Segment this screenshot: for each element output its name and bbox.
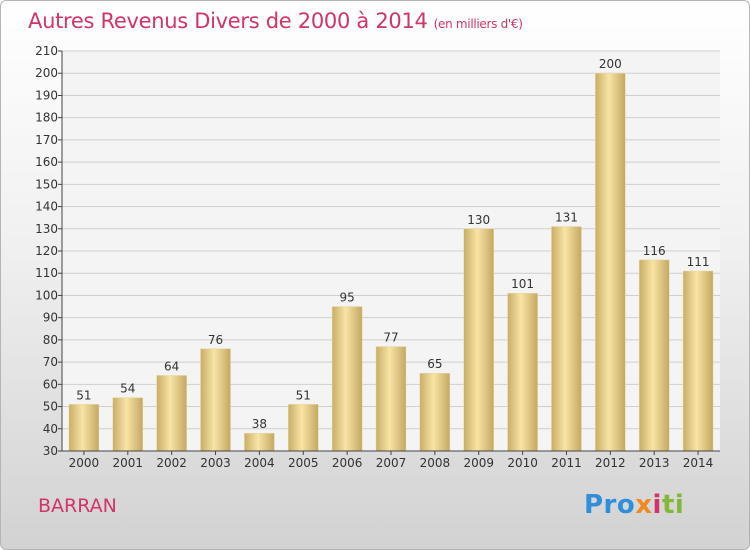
- y-tick-label: 160: [35, 155, 58, 169]
- x-tick-label: 2007: [376, 456, 407, 470]
- x-tick-label: 2009: [463, 456, 494, 470]
- data-label-2009: 130: [467, 213, 490, 227]
- data-label-2005: 51: [296, 388, 311, 402]
- y-tick-label: 100: [35, 288, 58, 302]
- y-tick-label: 30: [43, 444, 58, 458]
- proxiti-logo[interactable]: Proxiti: [584, 490, 685, 520]
- x-axis: 2000 2001 2002 2003 2004 2005 2006 2007 2008 2009…: [62, 450, 720, 470]
- x-tick-label: 2014: [683, 456, 714, 470]
- bars: 51 54 64 76 38 51 95 77 65 130 101 131 200 116 111: [68, 57, 714, 452]
- y-tick-label: 200: [35, 66, 58, 80]
- location-label: BARRAN: [38, 495, 117, 517]
- data-label-2000: 51: [76, 388, 91, 402]
- chart-title: Autres Revenus Divers de 2000 à 2014 (en …: [28, 9, 523, 33]
- bar-2008: [419, 372, 451, 452]
- bar-2009: [463, 228, 494, 452]
- y-axis: 30 40 50 60 70 80 90 100 110 120 130 140 150 160 170 18…: [35, 44, 63, 458]
- x-tick-label: 2011: [551, 456, 582, 470]
- y-tick-label: 120: [35, 244, 58, 258]
- data-label-2006: 95: [339, 291, 354, 305]
- data-label-2001: 54: [120, 382, 135, 396]
- x-tick-label: 2000: [69, 456, 100, 470]
- y-tick-label: 40: [43, 422, 58, 436]
- bar-2002: [156, 375, 187, 452]
- x-tick-label: 2001: [113, 456, 144, 470]
- bar-2012: [595, 72, 626, 452]
- data-label-2014: 111: [687, 255, 710, 269]
- bar-2003: [200, 348, 231, 452]
- data-label-2002: 64: [164, 359, 179, 373]
- x-tick-label: 2008: [420, 456, 451, 470]
- x-tick-label: 2005: [288, 456, 319, 470]
- y-tick-label: 150: [35, 177, 58, 191]
- y-tick-label: 60: [43, 377, 58, 391]
- data-label-2004: 38: [252, 417, 267, 431]
- data-label-2011: 131: [555, 211, 578, 225]
- x-tick-label: 2010: [507, 456, 538, 470]
- bar-2014: [682, 270, 714, 452]
- y-tick-label: 110: [35, 266, 58, 280]
- y-tick-label: 190: [35, 88, 58, 102]
- bar-2007: [375, 346, 407, 452]
- data-label-2013: 116: [643, 244, 666, 258]
- x-tick-label: 2012: [595, 456, 626, 470]
- x-tick-label: 2013: [639, 456, 670, 470]
- title-text: Autres Revenus Divers de 2000 à 2014: [28, 9, 428, 33]
- data-label-2008: 65: [427, 357, 442, 371]
- title-unit: (en milliers d'€): [433, 17, 523, 31]
- y-tick-label: 80: [43, 333, 58, 347]
- y-tick-label: 140: [35, 200, 58, 214]
- y-tick-label: 180: [35, 111, 58, 125]
- bar-2001: [112, 397, 144, 452]
- y-tick-label: 50: [43, 400, 58, 414]
- y-tick-label: 210: [35, 44, 58, 58]
- bar-2006: [331, 306, 363, 452]
- y-tick-label: 70: [43, 355, 58, 369]
- bar-2010: [507, 292, 538, 452]
- x-tick-label: 2002: [156, 456, 187, 470]
- y-tick-label: 130: [35, 222, 58, 236]
- x-tick-label: 2006: [332, 456, 363, 470]
- bar-2004: [244, 432, 275, 452]
- y-tick-label: 170: [35, 133, 58, 147]
- bar-2013: [638, 259, 670, 452]
- data-label-2012: 200: [599, 57, 622, 71]
- data-label-2007: 77: [383, 331, 398, 345]
- data-label-2010: 101: [511, 277, 534, 291]
- bar-2000: [68, 404, 100, 452]
- bar-2011: [551, 226, 582, 452]
- bar-2005: [288, 404, 319, 452]
- data-label-2003: 76: [208, 333, 223, 347]
- x-tick-label: 2004: [244, 456, 275, 470]
- x-tick-label: 2003: [200, 456, 231, 470]
- y-tick-label: 90: [43, 311, 58, 325]
